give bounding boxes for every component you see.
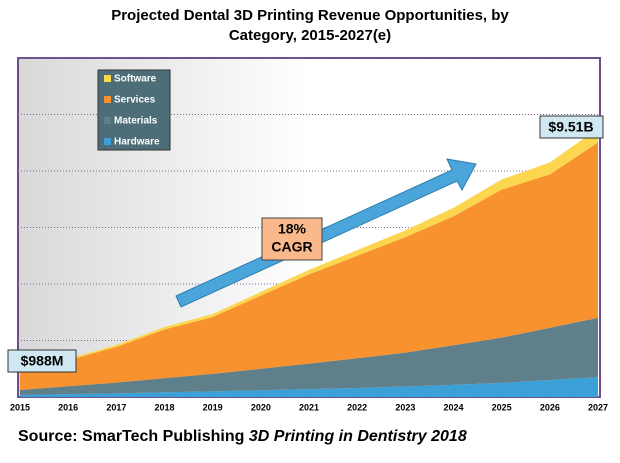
x-tick-label: 2025: [492, 402, 512, 412]
legend-swatch: [104, 138, 111, 145]
x-tick-label: 2021: [299, 402, 319, 412]
source-publication: 3D Printing in Dentistry 2018: [248, 428, 467, 445]
legend-swatch: [104, 96, 111, 103]
area: [20, 317, 598, 396]
legend-label: Services: [114, 95, 156, 106]
area: [20, 142, 598, 390]
legend-swatch: [104, 117, 111, 124]
x-tick-label: 2016: [58, 402, 78, 412]
x-tick-label: 2024: [443, 402, 463, 412]
x-tick-label: 2019: [203, 402, 223, 412]
annotation-box: [7, 349, 77, 373]
trend-arrow: [175, 158, 477, 308]
annotation-box: [261, 217, 323, 261]
x-tick-label: 2017: [106, 402, 126, 412]
source-text: Source: SmarTech Publishing: [18, 428, 245, 445]
legend-swatch: [104, 75, 111, 82]
x-tick-label: 2023: [395, 402, 415, 412]
annotation: $9.51B: [548, 119, 593, 135]
annotation-box: [539, 115, 604, 139]
source: Source: SmarTech Publishing 3D Printing …: [18, 428, 467, 446]
legend-label: Hardware: [114, 137, 160, 148]
legend-label: Software: [114, 74, 157, 85]
x-tick-label: 2026: [540, 402, 560, 412]
x-tick-label: 2015: [10, 402, 30, 412]
legend-label: Materials: [114, 116, 158, 127]
chart-title: Projected Dental 3D Printing Revenue Opp…: [111, 7, 509, 44]
legend: Software Services Materials Hardware: [97, 69, 171, 151]
legend-box: [97, 69, 171, 151]
x-tick-label: 2022: [347, 402, 367, 412]
annotation: CAGR: [271, 239, 312, 255]
x-tick-label: 2018: [154, 402, 174, 412]
area: [20, 377, 598, 397]
x-tick-label: 2020: [251, 402, 271, 412]
annotation: $988M: [21, 353, 64, 369]
x-tick-label: 2027: [588, 402, 608, 412]
annotation: 18%: [278, 221, 307, 237]
